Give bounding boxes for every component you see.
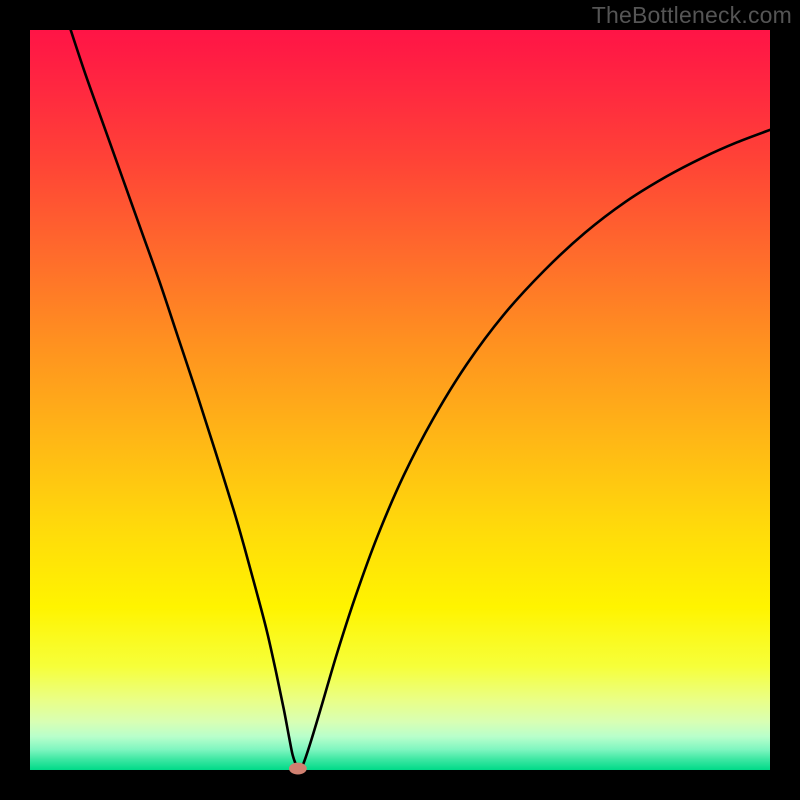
- chart-root: TheBottleneck.com: [0, 0, 800, 800]
- optimum-marker: [289, 763, 307, 775]
- watermark-text: TheBottleneck.com: [592, 2, 792, 29]
- plot-background: [30, 30, 770, 770]
- bottleneck-chart-svg: [0, 0, 800, 800]
